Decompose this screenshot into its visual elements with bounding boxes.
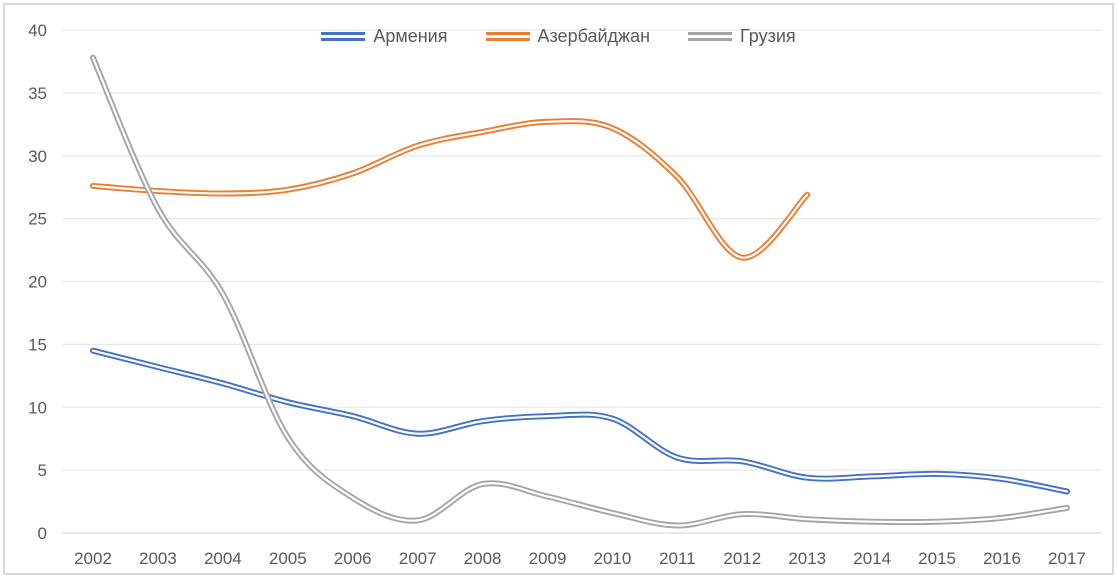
- x-axis-tick-label: 2007: [399, 549, 437, 568]
- legend-label: Армения: [373, 26, 448, 46]
- y-axis-tick-label: 30: [28, 147, 47, 166]
- y-axis-tick-label: 25: [28, 210, 47, 229]
- series-line-inner-2: [91, 56, 1069, 527]
- series-line-1: [90, 118, 811, 261]
- y-axis-labels-group: 0 5 10 15 20 25 30 35 40: [28, 21, 47, 543]
- legend-item-2: Грузия: [688, 27, 796, 45]
- series-line-inner-1: [91, 120, 809, 259]
- y-axis-tick-label: 15: [28, 335, 47, 354]
- x-axis-tick-label: 2008: [464, 549, 502, 568]
- x-axis-tick-label: 2017: [1048, 549, 1086, 568]
- y-axis-tick-label: 20: [28, 273, 47, 292]
- x-axis-tick-label: 2013: [788, 549, 826, 568]
- x-axis-tick-label: 2005: [269, 549, 307, 568]
- x-axis-tick-label: 2010: [594, 549, 632, 568]
- legend-line-marker: [321, 31, 366, 41]
- legend-line-marker: [688, 31, 733, 41]
- y-axis-tick-label: 10: [28, 398, 47, 417]
- legend-line-marker: [485, 31, 530, 41]
- series-line-inner-0: [91, 349, 1069, 493]
- x-axis-tick-label: 2011: [659, 549, 696, 568]
- x-axis-tick-label: 2016: [983, 549, 1021, 568]
- x-axis-tick-label: 2009: [529, 549, 567, 568]
- x-axis-labels-group: 2002 2003 2004 2005 2006 2007 2008 2009 2010 2011…: [74, 549, 1086, 568]
- y-axis-tick-label: 40: [28, 21, 47, 40]
- x-axis-tick-label: 2015: [918, 549, 956, 568]
- x-axis-tick-label: 2014: [853, 549, 891, 568]
- gridlines-group: [62, 29, 1102, 534]
- series-group: [90, 54, 1070, 529]
- legend-label: Азербайджан: [537, 26, 651, 46]
- legend: Армения Азербайджан Грузия: [5, 27, 1112, 45]
- series-line-2: [90, 54, 1070, 529]
- y-axis-tick-label: 5: [38, 461, 47, 480]
- legend-label: Грузия: [740, 26, 796, 46]
- x-axis-tick-label: 2006: [334, 549, 372, 568]
- legend-item-0: Армения: [321, 26, 448, 46]
- x-axis-tick-label: 2004: [204, 549, 242, 568]
- x-axis-tick-label: 2003: [139, 549, 177, 568]
- chart-frame: Армения Азербайджан Грузия: [3, 3, 1114, 575]
- legend-item-1: Азербайджан: [485, 26, 651, 46]
- x-axis-tick-label: 2012: [723, 549, 761, 568]
- x-axis-tick-label: 2002: [74, 549, 112, 568]
- y-axis-tick-label: 35: [28, 84, 47, 103]
- y-axis-tick-label: 0: [38, 524, 47, 543]
